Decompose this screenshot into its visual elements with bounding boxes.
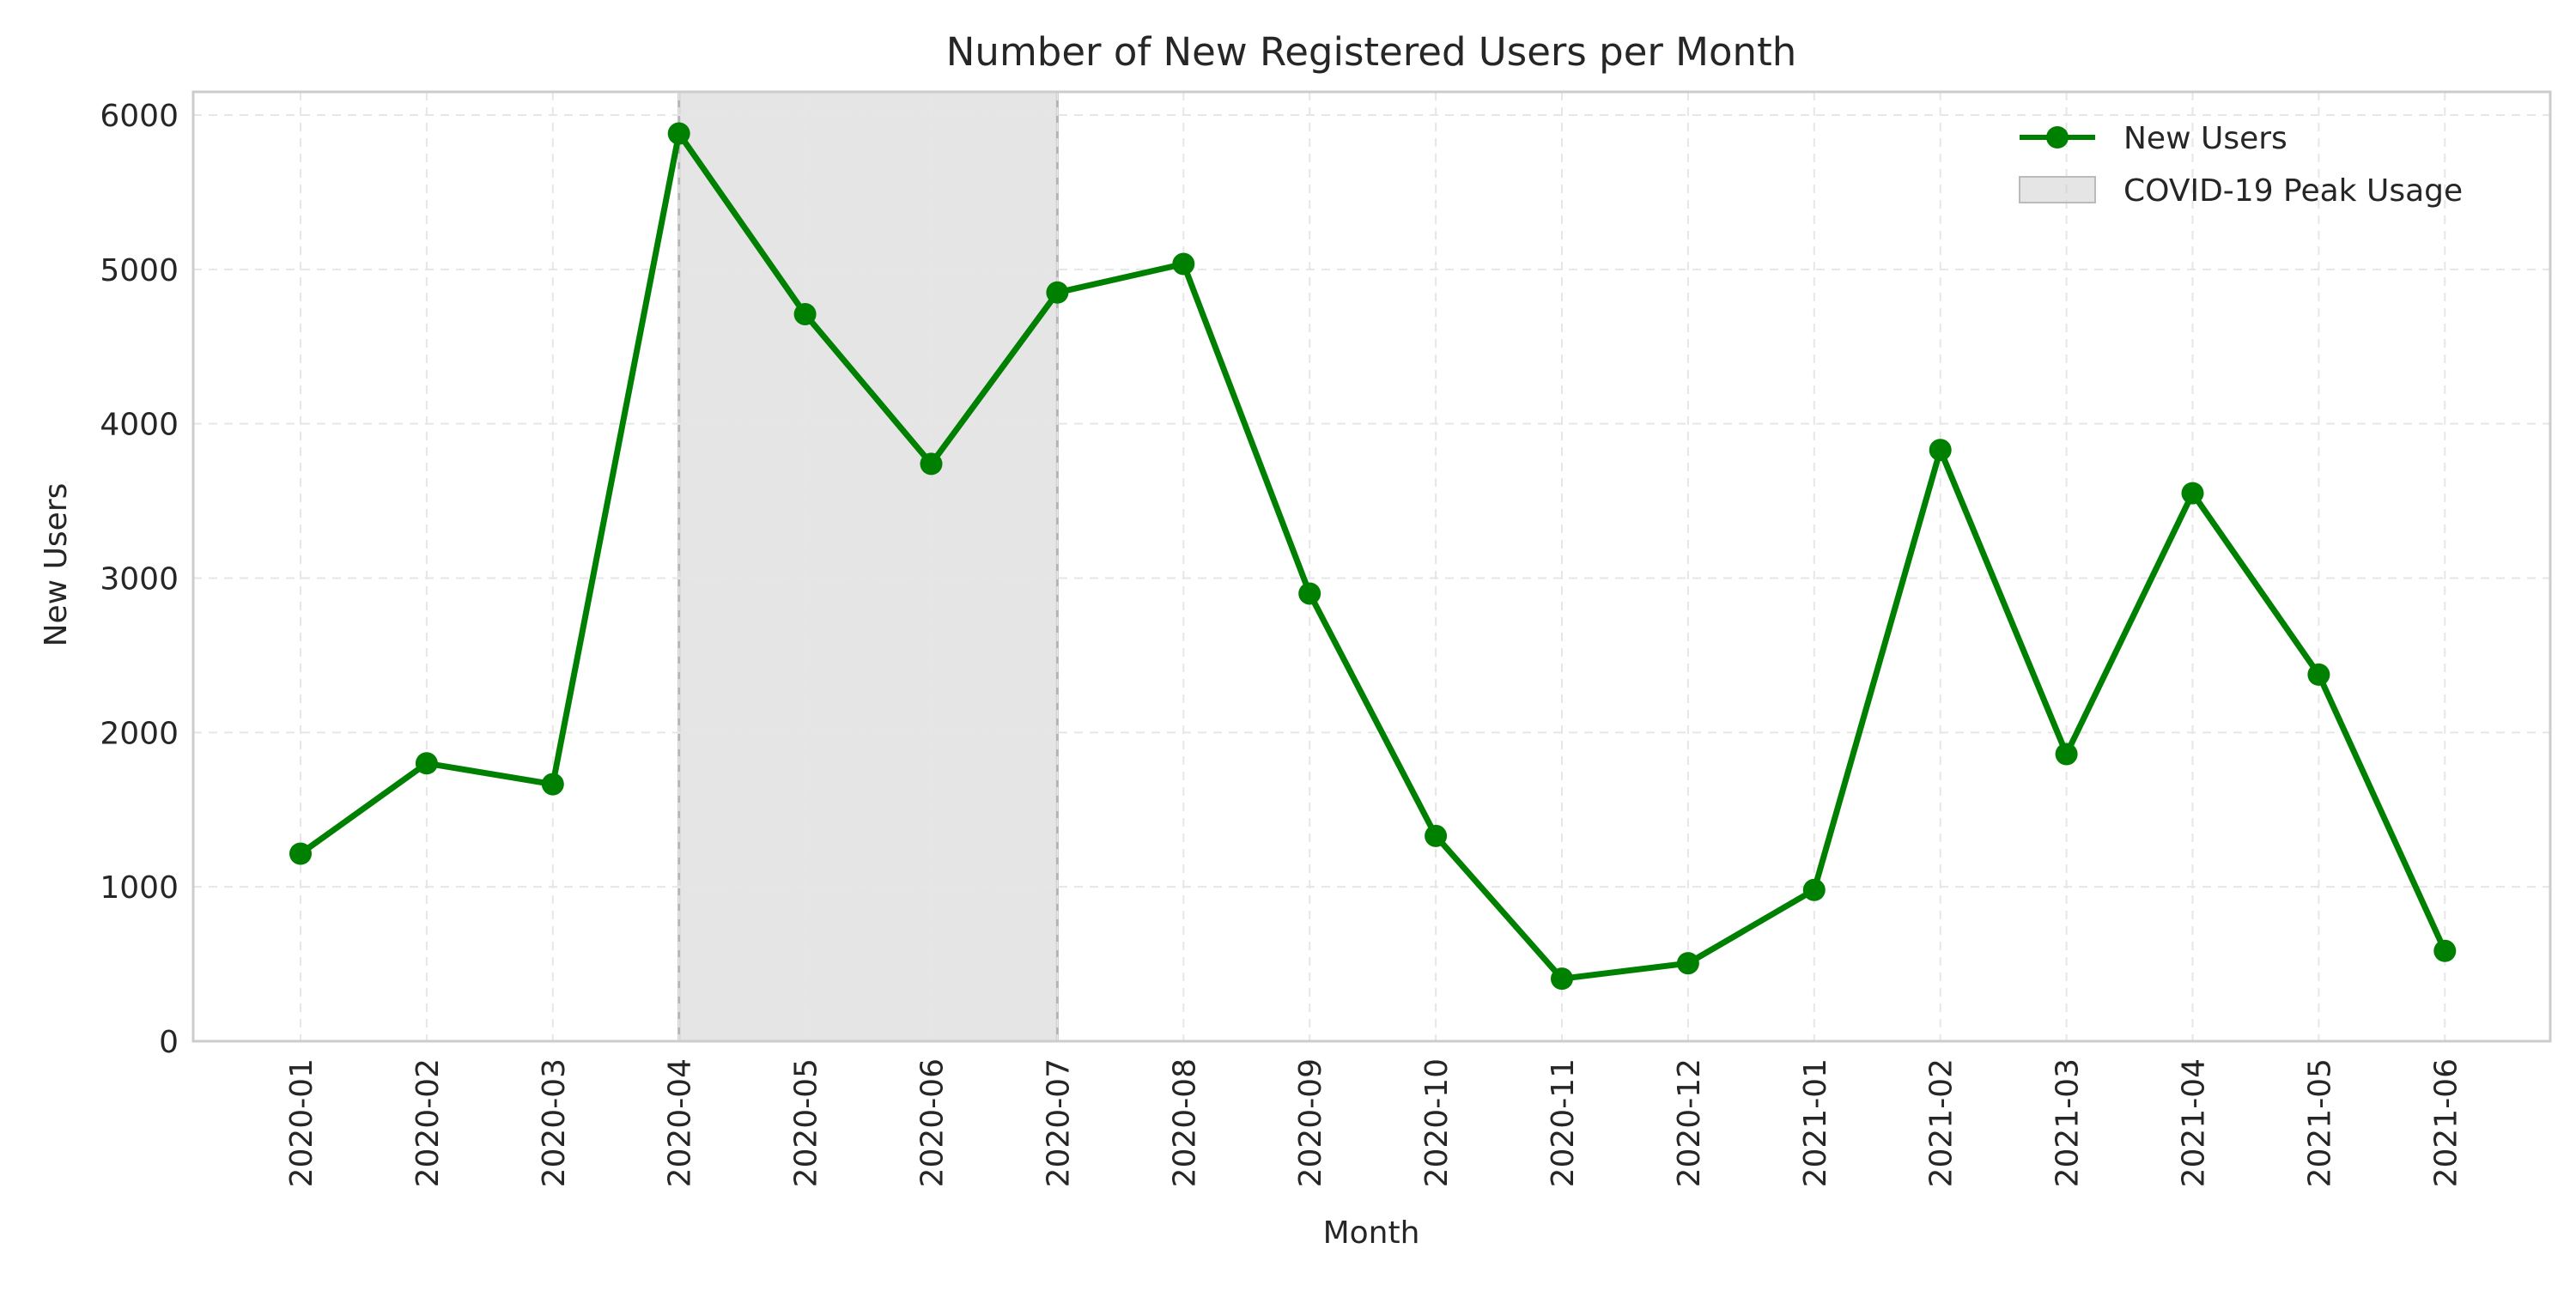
y-tick-layer: 0 1000 2000 3000 4000 5000 6000 [100, 99, 179, 1060]
y-tick-label: 3000 [100, 561, 179, 597]
x-tick-label: 2020-08 [1167, 1058, 1202, 1187]
shaded-region-layer [677, 92, 1059, 1041]
chart-title: Number of New Registered Users per Month [946, 29, 1796, 75]
y-tick-label: 5000 [100, 253, 179, 288]
legend-label-covid-peak: COVID-19 Peak Usage [2123, 173, 2463, 209]
legend-region-swatch [2019, 176, 2096, 203]
data-point-2020-03 [541, 773, 564, 796]
plot-frame [191, 90, 2552, 1043]
y-tick-label: 0 [159, 1025, 179, 1060]
x-tick-label: 2020-07 [1041, 1058, 1076, 1187]
legend-label-new-users: New Users [2123, 121, 2287, 156]
data-point-2020-07 [1046, 281, 1069, 304]
data-point-2021-05 [2307, 663, 2330, 686]
series-line-layer [297, 130, 2448, 982]
data-point-2020-08 [1172, 252, 1195, 276]
data-point-2021-04 [2181, 482, 2204, 505]
x-tick-label: 2020-06 [915, 1058, 951, 1187]
data-point-2021-03 [2055, 742, 2078, 766]
x-axis-title: Month [1323, 1215, 1420, 1251]
data-point-2020-01 [289, 842, 312, 865]
data-point-2021-02 [1929, 439, 1952, 462]
data-point-2020-09 [1298, 582, 1321, 605]
x-tick-label: 2021-01 [1798, 1058, 1833, 1187]
y-tick-label: 6000 [100, 99, 179, 134]
x-tick-label: 2021-05 [2302, 1058, 2337, 1187]
x-tick-label: 2020-02 [410, 1058, 446, 1187]
x-tick-label: 2020-01 [284, 1058, 319, 1187]
y-axis-title: New Users [39, 483, 74, 647]
data-point-2020-05 [793, 302, 817, 325]
x-tick-label: 2020-10 [1419, 1058, 1455, 1187]
data-point-2020-04 [667, 122, 690, 145]
legend: New Users COVID-19 Peak Usage [2019, 121, 2463, 209]
x-tick-label: 2021-02 [1924, 1058, 1959, 1187]
series-points-layer [289, 122, 2457, 991]
data-point-2020-10 [1425, 824, 1448, 847]
x-tick-layer: 2020-01 2020-02 2020-03 2020-04 2020-05 2020-… [284, 1058, 2464, 1187]
data-point-2020-11 [1551, 967, 1573, 991]
y-tick-label: 4000 [100, 408, 179, 443]
data-point-2020-02 [415, 752, 438, 775]
legend-marker-swatch [2046, 126, 2069, 148]
series-line-new-users [297, 130, 2448, 982]
data-point-2021-06 [2433, 939, 2457, 962]
x-tick-label: 2020-11 [1546, 1058, 1581, 1187]
x-tick-label: 2020-03 [537, 1058, 572, 1187]
x-tick-label: 2020-04 [663, 1058, 698, 1187]
x-tick-label: 2021-04 [2177, 1058, 2212, 1187]
x-tick-label: 2020-05 [789, 1058, 824, 1187]
data-point-2020-06 [920, 452, 943, 476]
data-point-2020-12 [1676, 952, 1699, 975]
data-point-2021-01 [1802, 878, 1826, 901]
shaded-region-covid-peak [678, 92, 1058, 1041]
grid-layer [193, 92, 2550, 1042]
plot-frame-layer [191, 90, 2552, 1043]
y-tick-label: 1000 [100, 870, 179, 906]
y-tick-label: 2000 [100, 716, 179, 751]
x-tick-label: 2021-06 [2428, 1058, 2464, 1187]
x-tick-label: 2021-03 [2050, 1058, 2086, 1187]
x-tick-label: 2020-12 [1672, 1058, 1707, 1187]
x-tick-label: 2020-09 [1293, 1058, 1328, 1187]
